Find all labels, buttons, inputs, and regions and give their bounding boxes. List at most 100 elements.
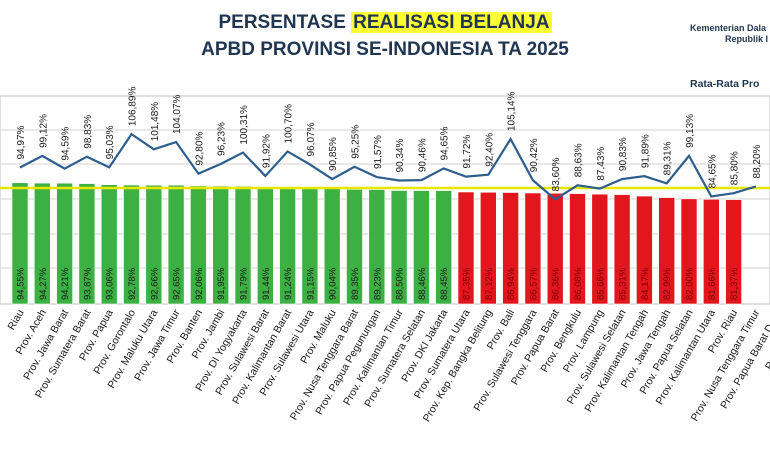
bar [234,185,252,305]
bar-value-label: 92,06% [194,267,205,300]
title-highlight: REALISASI BELANJA [351,12,552,33]
bar [479,191,497,305]
line-value-label: 85,80% [730,151,741,185]
bar-value-label: 86,94% [506,267,517,300]
line-value-label: 91,92% [261,134,272,168]
line-value-label: 100,31% [239,105,250,145]
bar [100,184,118,305]
line-value-label: 89,31% [663,141,674,175]
line-value-label: 94,59% [61,127,72,161]
bar-value-label: 92,78% [127,267,138,300]
bar-value-label: 90,04% [328,267,339,300]
bar-value-label: 92,66% [149,267,160,300]
bar-value-label: 91,95% [216,267,227,300]
bar-value-label: 81,37% [729,267,740,300]
line-value-label: 90,85% [328,137,339,171]
average-label: Rata-Rata Pro [690,78,760,90]
bar [725,199,742,305]
line-value-label: 95,25% [351,125,362,159]
line-value-label: 99,13% [685,114,696,148]
bar-value-label: 91,79% [239,267,250,300]
bar [569,193,586,305]
bar-value-label: 92,65% [172,267,183,300]
bar [256,186,274,305]
bar [435,190,453,305]
bar-value-label: 89,35% [350,267,361,300]
bar-value-label: 93,06% [105,267,116,300]
bar [702,198,720,305]
line-value-label: 99,12% [38,114,49,148]
bar [658,197,676,305]
line-value-label: 95,03% [105,125,116,159]
bar-value-label: 82,00% [685,267,696,300]
line-value-label: 88,20% [752,144,763,178]
bar-value-label: 89,23% [372,267,383,300]
bar [591,193,609,305]
bar-value-label: 94,27% [38,267,49,300]
line-value-label: 87,43% [596,147,607,181]
bar-value-label: 93,87% [82,267,93,300]
bar-value-label: 86,36% [551,267,562,300]
line-value-label: 92,80% [194,132,205,166]
title-prefix: PERSENTASE [218,12,352,33]
bar-value-label: 91,44% [261,267,272,300]
bar-value-label: 88,50% [395,267,406,300]
category-label: Riau [5,307,26,332]
line-value-label: 106,89% [128,87,139,127]
bar [145,184,163,305]
line-series [19,132,757,201]
bar [368,189,386,305]
bar [56,182,73,305]
line-value-label: 98,83% [83,115,94,149]
bar [524,192,542,305]
line-value-label: 105,14% [507,91,518,131]
line-value-label: 83,60% [551,157,562,191]
bar-value-label: 81,66% [707,267,718,300]
line-value-label: 94,65% [440,126,451,160]
line-value-label: 91,72% [462,135,473,169]
chart-title-line2: APBD PROVINSI SE-INDONESIA TA 2025 [201,39,569,60]
bar [413,190,430,305]
org-name-line1: Kementerian Dala [690,23,767,33]
line-value-label: 90,46% [417,138,428,172]
bar-value-label: 94,21% [60,267,71,300]
bar-value-label: 85,31% [618,267,629,300]
line-value-label: 96,07% [306,122,317,156]
line-value-label: 101,48% [150,102,161,142]
bar-value-label: 87,12% [484,267,495,300]
bar-value-label: 94,55% [16,267,27,300]
line-value-label: 92,40% [484,133,495,167]
chart-title-line1: PERSENTASE REALISASI BELANJA [0,12,770,34]
bar-value-label: 88,46% [417,267,428,300]
bar [190,185,207,305]
line-value-label: 91,57% [373,135,384,169]
bar [636,195,653,305]
bar [346,189,363,305]
org-name-line2: Republik I [725,34,769,44]
bar [613,194,631,305]
line-value-label: 88,63% [574,143,585,177]
bar [502,192,519,305]
bar-value-label: 84,17% [640,267,651,300]
line-value-label: 96,23% [217,122,228,156]
bar-value-label: 87,35% [462,267,473,300]
bar-value-label: 85,66% [595,267,606,300]
bar-value-label: 82,99% [662,267,673,300]
bar [212,185,229,305]
bar [11,182,29,305]
bar [457,191,475,305]
line-value-label: 90,83% [618,137,629,171]
bar-value-label: 91,24% [283,267,294,300]
line-value-label: 94,97% [16,125,27,159]
bar [680,198,698,305]
bar [390,190,408,305]
bar [167,184,185,305]
line-value-label: 91,89% [640,134,651,168]
bar [123,184,140,305]
bar-value-label: 86,08% [573,267,584,300]
line-value-label: 84,65% [707,154,718,188]
bar [78,183,96,305]
bar-value-label: 88,45% [439,267,450,300]
line-value-label: 104,07% [172,94,183,134]
